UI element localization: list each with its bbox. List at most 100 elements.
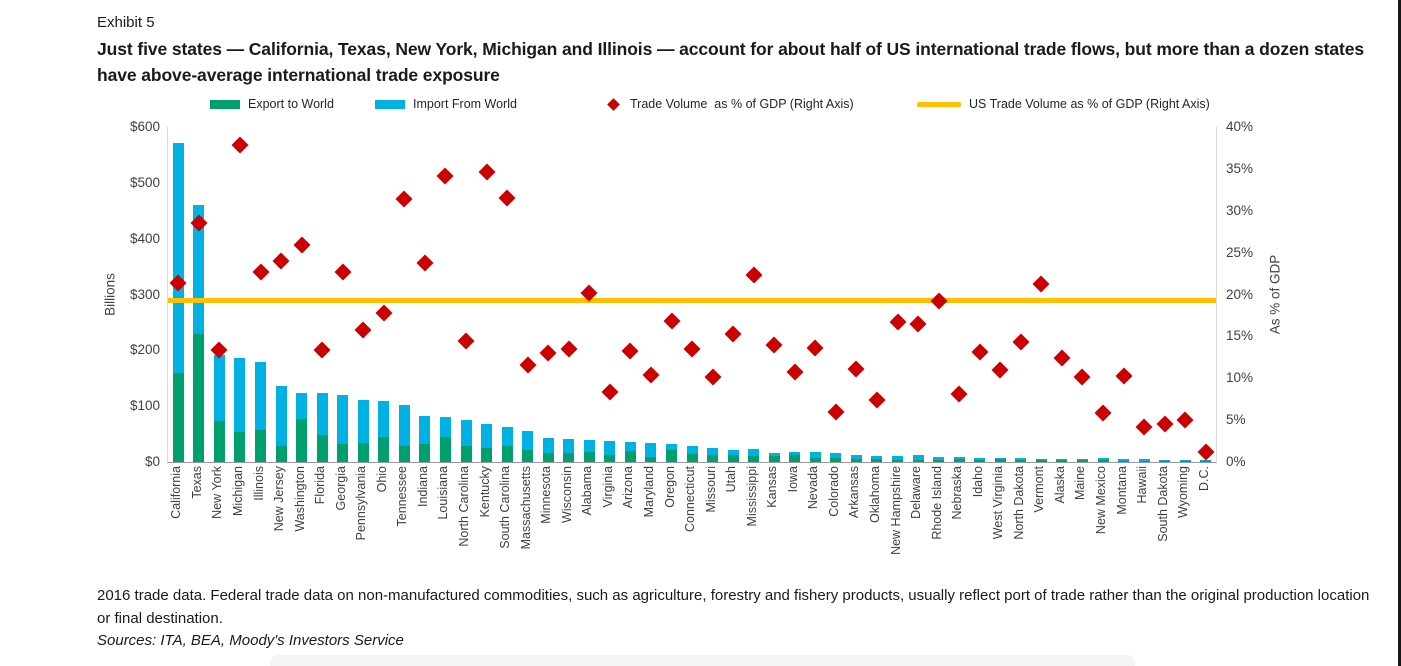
export-bar [213,421,225,462]
export-bar [1097,460,1109,462]
right-axis-tick: 35% [1226,160,1254,176]
export-bar [624,451,636,462]
export-bar [255,430,266,462]
x-axis-label: Kentucky [477,466,492,518]
trade-volume-diamond [395,190,413,208]
left-axis-tick: $100 [129,398,160,414]
export-bar [357,443,369,462]
x-axis-label: Tennessee [395,466,410,527]
legend-diamond-marker [607,97,620,111]
export-bar [994,459,1006,462]
trade-volume-diamond [1135,418,1153,436]
import-bar [1076,458,1088,461]
import-bar [727,450,739,456]
import-bar [974,458,986,460]
legend-line-marker [917,101,961,107]
right-axis-tick: 15% [1226,328,1254,344]
x-axis-label: Washington [292,466,307,532]
export-bar [522,449,534,462]
x-axis-label: Montana [1114,466,1129,515]
export-bar [645,457,657,462]
x-axis-label: Arizona [621,466,636,509]
import-bar [892,455,903,460]
trade-volume-diamond [252,263,269,281]
x-axis-label: Nebraska [950,466,965,520]
import-bar [1035,458,1047,461]
import-bar [460,420,472,447]
legend-swatch-marker [375,99,405,109]
x-axis-label: Maryland [641,466,656,518]
trade-volume-diamond [971,343,989,361]
import-bar [439,417,451,437]
x-axis-label: Wisconsin [559,466,574,523]
import-bar [830,452,842,458]
export-bar [563,452,575,462]
left-axis-tick: $300 [129,286,160,302]
trade-volume-diamond [498,189,516,207]
trade-volume-diamond [601,383,619,401]
trade-volume-diamond [1094,404,1112,422]
export-bar [1200,461,1212,462]
export-bar [707,454,718,462]
export-bar [768,456,780,462]
import-bar [213,354,225,422]
export-bar [316,434,328,462]
right-axis-tick: 5% [1226,412,1246,428]
x-axis-label: Kansas [765,466,780,508]
export-bar [666,450,677,462]
import-bar [871,455,883,459]
left-axis-title: Billions [102,273,118,316]
trade-volume-diamond [889,313,906,331]
left-axis-tick: $400 [129,230,160,246]
x-axis-label: New Hampshire [888,466,903,555]
import-bar [850,454,862,459]
x-axis-label: North Carolina [457,466,471,547]
x-axis-label: Idaho [970,466,985,498]
export-bar [604,455,616,462]
legend-swatch-marker [210,99,240,109]
x-axis-label: Louisiana [436,466,451,520]
import-bar [337,395,349,444]
export-bar [748,456,760,462]
right-axis-tick: 10% [1226,370,1254,386]
x-axis-label: Ohio [374,466,389,493]
trade-volume-diamond [621,342,639,360]
x-axis-label: Michigan [230,466,245,517]
import-bar [912,454,924,460]
trade-volume-diamond [457,332,475,350]
trade-volume-diamond [663,312,680,330]
import-bar [316,393,328,435]
trade-volume-diamond [313,341,331,359]
import-bar [1097,458,1109,461]
export-bar [953,458,965,462]
export-bar [439,436,451,462]
trade-volume-diamond [416,254,434,272]
trade-volume-diamond [909,315,927,333]
x-axis-label: Maine [1073,466,1088,501]
export-bar [378,436,390,462]
legend-item: US Trade Volume as % of GDP (Right Axis) [917,95,1210,113]
export-bar [727,455,739,462]
sources-line: Sources: ITA, BEA, Moody's Investors Ser… [97,632,404,649]
trade-volume-diamond [950,385,968,403]
import-bar [1118,459,1129,461]
export-bar [172,372,184,462]
plot-area [167,127,1217,463]
x-axis-label: South Dakota [1155,466,1170,542]
exhibit-label: Exhibit 5 [97,14,155,31]
import-bar [1200,460,1212,461]
legend-label: US Trade Volume as % of GDP (Right Axis) [969,97,1210,111]
trade-volume-diamond [991,361,1009,379]
trade-volume-diamond [293,236,311,254]
right-axis-tick: 25% [1226,244,1254,260]
footnote: 2016 trade data. Federal trade data on n… [97,587,1370,627]
import-bar [481,424,492,448]
export-bar [933,460,945,462]
trade-volume-diamond [765,336,783,354]
import-bar [501,427,513,446]
export-bar [809,457,821,462]
x-axis-label: Wyoming [1176,466,1191,518]
trade-volume-diamond [539,344,557,362]
window-right-border [1398,0,1401,666]
import-bar [624,441,636,452]
